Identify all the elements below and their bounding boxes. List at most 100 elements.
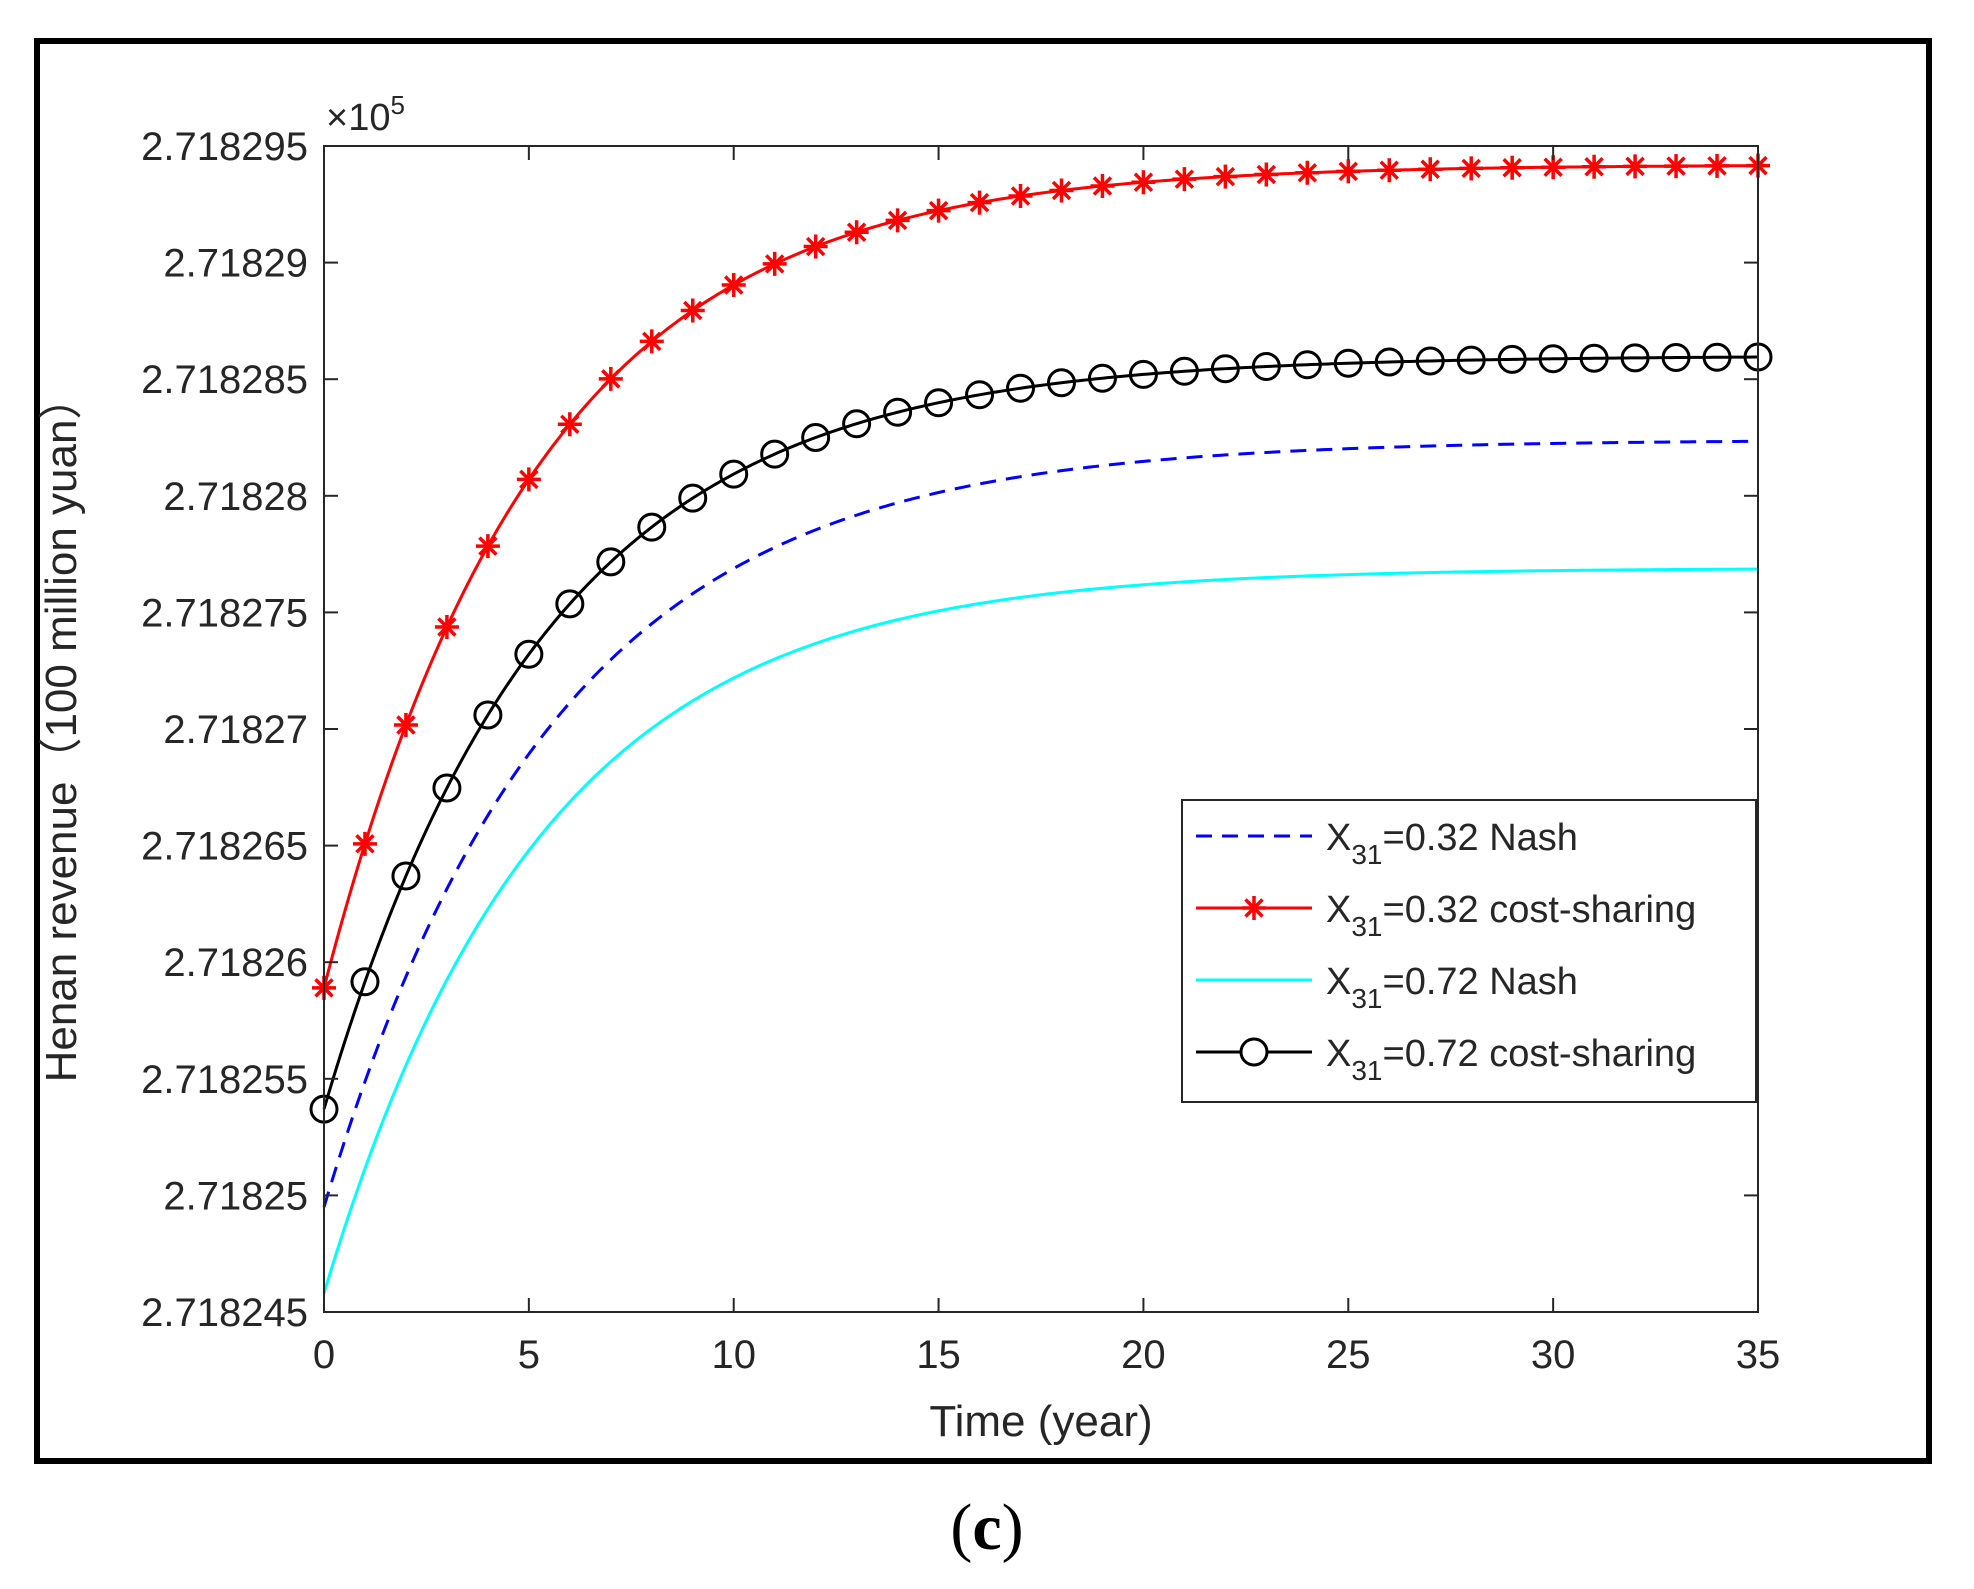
legend-item-2: X31=0.32 cost-sharing <box>1196 889 1696 942</box>
series-line-4 <box>322 355 1759 1110</box>
star-marker <box>393 713 418 738</box>
legend-item-3: X31=0.72 Nash <box>1196 961 1578 1014</box>
circle-marker <box>883 397 913 427</box>
x-tick-label: 0 <box>313 1333 335 1377</box>
legend-label-main: X <box>1326 1033 1351 1075</box>
legend-label: X31=0.72 Nash <box>1326 961 1578 1014</box>
series-2 <box>312 153 1770 1000</box>
caption-letter: c <box>972 1491 1002 1564</box>
circle-marker <box>678 483 708 513</box>
x-tick-label: 10 <box>711 1333 756 1377</box>
circle-marker <box>1579 343 1609 373</box>
plot-area <box>324 146 1758 1312</box>
circle-marker <box>1415 346 1445 376</box>
x-tick-label: 30 <box>1531 1333 1576 1377</box>
y-axis-label: Henan revenue（100 million yuan） <box>37 376 86 1083</box>
circle-marker <box>1497 344 1527 374</box>
legend-label-main: X <box>1326 961 1351 1003</box>
star-marker <box>1090 173 1115 198</box>
star-marker <box>967 190 992 215</box>
legend-label-rest: =0.32 cost-sharing <box>1383 889 1697 931</box>
legend-label-main: X <box>1326 889 1351 931</box>
star-marker <box>1008 183 1033 208</box>
star-marker <box>1541 155 1566 180</box>
y-exponent-label: ×105 <box>326 90 405 139</box>
circle-marker <box>965 380 995 410</box>
star-marker <box>1459 156 1484 181</box>
y-tick-label: 2.718295 <box>141 125 308 169</box>
star-marker <box>516 467 541 492</box>
circle-marker <box>1292 350 1322 380</box>
legend-label-rest: =0.32 Nash <box>1383 817 1578 859</box>
circle-marker <box>432 773 462 803</box>
star-marker <box>434 614 459 639</box>
legend-label-sub: 31 <box>1351 1055 1382 1086</box>
circle-marker <box>350 967 380 997</box>
star-marker <box>721 272 746 297</box>
star-marker <box>762 251 787 276</box>
y-exponent-power: 5 <box>390 90 404 120</box>
star-marker <box>1172 167 1197 192</box>
circle-marker <box>719 459 749 489</box>
circle-marker <box>842 409 872 439</box>
circle-marker <box>1128 359 1158 389</box>
series-3 <box>322 567 1759 1294</box>
legend-label-rest: =0.72 Nash <box>1383 961 1578 1003</box>
legend-circle-marker <box>1239 1037 1269 1067</box>
circle-marker <box>924 388 954 418</box>
star-marker <box>639 329 664 354</box>
circle-marker <box>1251 352 1281 382</box>
star-marker <box>1336 159 1361 184</box>
legend-label-sub: 31 <box>1351 983 1382 1014</box>
circle-marker <box>1538 344 1568 374</box>
star-marker <box>680 298 705 323</box>
star-marker <box>844 220 869 245</box>
star-marker <box>885 208 910 233</box>
star-marker <box>1582 154 1607 179</box>
star-marker <box>352 831 377 856</box>
circle-marker <box>1087 363 1117 393</box>
legend-label-main: X <box>1326 817 1351 859</box>
y-tick-label: 2.718285 <box>141 358 308 402</box>
circle-marker <box>514 639 544 669</box>
y-tick-label: 2.718275 <box>141 591 308 635</box>
series-line-1 <box>322 439 1759 1208</box>
legend-label-sub: 31 <box>1351 911 1382 942</box>
star-marker <box>1049 178 1074 203</box>
x-tick-label: 35 <box>1736 1333 1781 1377</box>
y-tick-label: 2.718245 <box>141 1291 308 1335</box>
x-tick-label: 20 <box>1121 1333 1166 1377</box>
circle-marker <box>596 547 626 577</box>
legend-label-rest: =0.72 cost-sharing <box>1383 1033 1697 1075</box>
star-marker <box>1664 154 1689 179</box>
series-line-3 <box>322 567 1759 1294</box>
series-1 <box>322 439 1759 1208</box>
star-marker <box>926 198 951 223</box>
star-marker <box>1705 153 1730 178</box>
y-tick-label: 2.71828 <box>163 475 308 519</box>
circle-marker <box>391 861 421 891</box>
star-marker <box>803 234 828 259</box>
figure-frame <box>34 38 1932 1464</box>
star-marker <box>1213 164 1238 189</box>
legend-item-4: X31=0.72 cost-sharing <box>1196 1033 1696 1086</box>
circle-marker <box>1456 345 1486 375</box>
star-marker <box>598 366 623 391</box>
circle-marker <box>1046 368 1076 398</box>
circle-marker <box>1702 342 1732 372</box>
y-tick-label: 2.718255 <box>141 1058 308 1102</box>
legend-label: X31=0.32 cost-sharing <box>1326 889 1696 942</box>
circle-marker <box>555 589 585 619</box>
x-tick-label: 25 <box>1326 1333 1371 1377</box>
circle-marker <box>1374 347 1404 377</box>
circle-marker <box>1006 373 1036 403</box>
circle-marker <box>1661 343 1691 373</box>
circle-marker <box>1210 354 1240 384</box>
circle-marker <box>1620 343 1650 373</box>
circle-marker <box>637 512 667 542</box>
star-marker <box>1254 162 1279 187</box>
y-tick-label: 2.71826 <box>163 941 308 985</box>
legend-label: X31=0.72 cost-sharing <box>1326 1033 1696 1086</box>
